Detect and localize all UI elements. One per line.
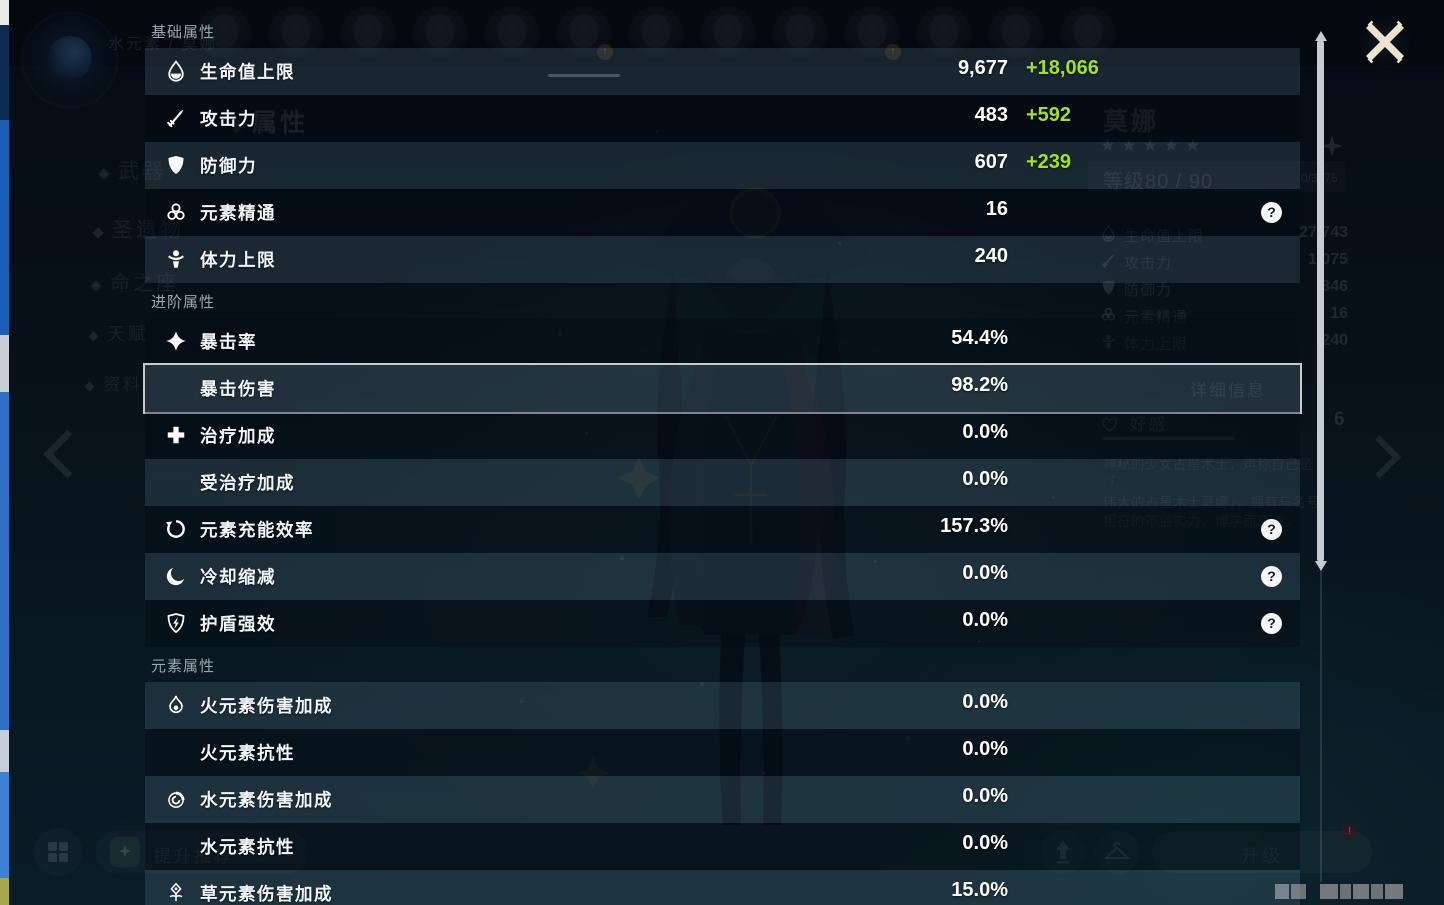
stat-label: 受治疗加成 bbox=[200, 473, 295, 493]
stat-label: 冷却缩减 bbox=[200, 567, 276, 587]
stat-label: 攻击力 bbox=[200, 109, 257, 129]
stamina-icon bbox=[165, 248, 187, 270]
hydro-icon bbox=[165, 788, 187, 810]
stat-label: 草元素伤害加成 bbox=[200, 884, 333, 904]
section-title: 元素属性 bbox=[151, 658, 216, 675]
scrollbar-top-arrow[interactable] bbox=[1314, 31, 1327, 41]
section-header: 元素属性 bbox=[145, 647, 1300, 682]
stat-value: 607 bbox=[974, 151, 1008, 173]
healing-bonus-icon bbox=[165, 424, 187, 446]
stat-label: 治疗加成 bbox=[200, 426, 276, 446]
stat-value: 483 bbox=[974, 104, 1008, 126]
stat-label: 火元素伤害加成 bbox=[200, 696, 333, 716]
scrollbar-track bbox=[1320, 570, 1322, 882]
section-header: 基础属性 bbox=[145, 0, 1300, 48]
scrollbar-bottom-arrow[interactable] bbox=[1314, 561, 1327, 571]
stat-value: 0.0% bbox=[962, 785, 1008, 807]
stat-label: 水元素伤害加成 bbox=[200, 790, 333, 810]
stat-label: 火元素抗性 bbox=[200, 743, 295, 763]
section-title: 进阶属性 bbox=[151, 294, 216, 311]
stat-row[interactable]: 暴击伤害 98.2% bbox=[143, 363, 1302, 414]
stat-value: 54.4% bbox=[951, 327, 1008, 349]
stat-row[interactable]: 治疗加成 0.0% bbox=[145, 412, 1300, 459]
stat-row[interactable]: 攻击力 483 +592 bbox=[145, 95, 1300, 142]
stat-row[interactable]: 元素充能效率 157.3%? bbox=[145, 506, 1300, 553]
stat-row[interactable]: 元素精通 16? bbox=[145, 189, 1300, 236]
stat-label: 元素精通 bbox=[200, 203, 276, 223]
stat-value: 157.3% bbox=[940, 515, 1008, 537]
stat-value: 15.0% bbox=[951, 879, 1008, 901]
hp-icon bbox=[165, 60, 187, 82]
stat-bonus: +592 bbox=[1026, 104, 1072, 126]
stat-bonus: +18,066 bbox=[1026, 57, 1099, 79]
stat-value: 0.0% bbox=[962, 832, 1008, 854]
stat-label: 护盾强效 bbox=[200, 614, 276, 634]
stat-row[interactable]: 火元素抗性 0.0% bbox=[145, 729, 1300, 776]
stat-label: 生命值上限 bbox=[200, 62, 295, 82]
stat-value: 240 bbox=[974, 245, 1008, 267]
stat-row[interactable]: 草元素伤害加成 15.0% bbox=[145, 870, 1300, 905]
def-icon bbox=[165, 154, 187, 176]
dendro-icon bbox=[165, 882, 187, 904]
stat-row[interactable]: 火元素伤害加成 0.0% bbox=[145, 682, 1300, 729]
energy-recharge-icon bbox=[165, 518, 187, 540]
stat-bonus: +239 bbox=[1026, 151, 1072, 173]
stat-value: 0.0% bbox=[962, 691, 1008, 713]
stat-row[interactable]: 防御力 607 +239 bbox=[145, 142, 1300, 189]
stat-row[interactable]: 受治疗加成 0.0% bbox=[145, 459, 1300, 506]
section-title: 基础属性 bbox=[151, 24, 216, 41]
stat-row[interactable]: 生命值上限 9,677 +18,066 bbox=[145, 48, 1300, 95]
stats-panel: 基础属性生命值上限 9,677 +18,066 攻击力 483 +592 防御力 607 +23… bbox=[143, 0, 1302, 905]
stat-value: 0.0% bbox=[962, 609, 1008, 631]
shield-strength-icon bbox=[165, 612, 187, 634]
atk-icon bbox=[165, 107, 187, 129]
crit-rate-icon bbox=[165, 330, 187, 352]
stat-value: 0.0% bbox=[962, 468, 1008, 490]
stat-value: 16 bbox=[985, 198, 1008, 220]
stat-label: 体力上限 bbox=[200, 250, 276, 270]
stat-row[interactable]: 暴击率 54.4% bbox=[145, 318, 1300, 365]
help-icon[interactable]: ? bbox=[1261, 613, 1282, 634]
stat-row[interactable]: 水元素抗性 0.0% bbox=[145, 823, 1300, 870]
stat-value: 0.0% bbox=[962, 562, 1008, 584]
stat-row[interactable]: 体力上限 240 bbox=[145, 236, 1300, 283]
help-icon[interactable]: ? bbox=[1261, 202, 1282, 223]
stat-value: 98.2% bbox=[951, 374, 1008, 396]
stat-row[interactable]: 冷却缩减 0.0%? bbox=[145, 553, 1300, 600]
scrollbar-thumb[interactable] bbox=[1317, 40, 1324, 562]
em-icon bbox=[165, 201, 187, 223]
stat-row[interactable]: 水元素伤害加成 0.0% bbox=[145, 776, 1300, 823]
stat-value: 0.0% bbox=[962, 738, 1008, 760]
pyro-icon bbox=[165, 694, 187, 716]
stat-label: 水元素抗性 bbox=[200, 837, 295, 857]
desktop-edge-strip bbox=[0, 0, 9, 905]
help-icon[interactable]: ? bbox=[1261, 566, 1282, 587]
stat-label: 暴击率 bbox=[200, 332, 257, 352]
close-button[interactable] bbox=[1358, 15, 1412, 69]
cooldown-reduction-icon bbox=[165, 565, 187, 587]
stat-value: 9,677 bbox=[957, 57, 1008, 79]
help-icon[interactable]: ? bbox=[1261, 519, 1282, 540]
stat-label: 防御力 bbox=[200, 156, 257, 176]
stat-value: 0.0% bbox=[962, 421, 1008, 443]
stat-label: 暴击伤害 bbox=[200, 379, 276, 399]
stat-row[interactable]: 护盾强效 0.0%? bbox=[145, 600, 1300, 647]
close-x-icon bbox=[1366, 20, 1404, 64]
section-header: 进阶属性 bbox=[145, 283, 1300, 318]
stat-label: 元素充能效率 bbox=[200, 520, 314, 540]
